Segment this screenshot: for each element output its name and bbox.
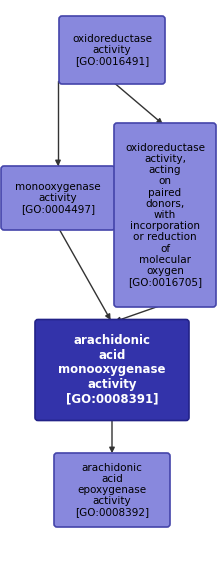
Text: oxidoreductase
activity
[GO:0016491]: oxidoreductase activity [GO:0016491]	[72, 34, 152, 66]
FancyBboxPatch shape	[59, 16, 165, 84]
FancyBboxPatch shape	[35, 319, 189, 421]
FancyBboxPatch shape	[114, 123, 216, 307]
Text: arachidonic
acid
monooxygenase
activity
[GO:0008391]: arachidonic acid monooxygenase activity …	[58, 335, 166, 405]
FancyBboxPatch shape	[54, 453, 170, 527]
Text: oxidoreductase
activity,
acting
on
paired
donors,
with
incorporation
or reductio: oxidoreductase activity, acting on paire…	[125, 143, 205, 287]
Text: arachidonic
acid
epoxygenase
activity
[GO:0008392]: arachidonic acid epoxygenase activity [G…	[75, 462, 149, 517]
Text: monooxygenase
activity
[GO:0004497]: monooxygenase activity [GO:0004497]	[15, 182, 101, 214]
FancyBboxPatch shape	[1, 166, 115, 230]
